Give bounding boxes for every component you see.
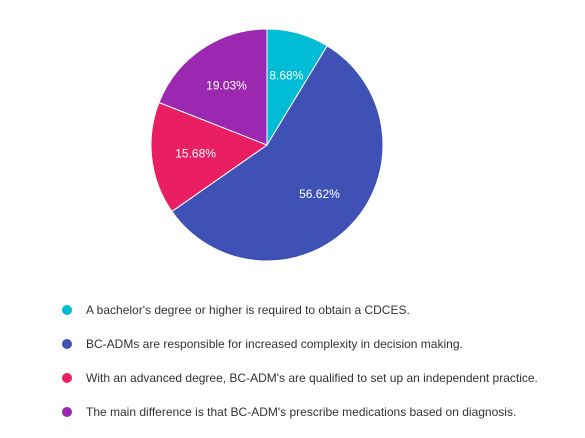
chart-legend: A bachelor's degree or higher is require…	[62, 302, 538, 438]
legend-item-1[interactable]: A bachelor's degree or higher is require…	[62, 302, 538, 318]
slice-value-label-2: 56.62%	[299, 187, 340, 201]
pie-chart: 8.68% 56.62% 15.68% 19.03%	[150, 28, 384, 262]
legend-swatch-1	[62, 305, 72, 315]
legend-swatch-4	[62, 407, 72, 417]
slice-value-label-4: 19.03%	[206, 79, 247, 93]
legend-item-2[interactable]: BC-ADMs are responsible for increased co…	[62, 336, 538, 352]
pie-slice-4[interactable]	[158, 28, 268, 146]
pie-slice-2[interactable]	[171, 45, 384, 262]
legend-label-2: BC-ADMs are responsible for increased co…	[86, 337, 463, 351]
legend-label-3: With an advanced degree, BC-ADM's are qu…	[86, 371, 538, 385]
legend-swatch-2	[62, 339, 72, 349]
slice-value-label-3: 15.68%	[175, 146, 216, 160]
legend-item-3[interactable]: With an advanced degree, BC-ADM's are qu…	[62, 370, 538, 386]
slice-value-label-1: 8.68%	[269, 69, 303, 83]
legend-swatch-3	[62, 373, 72, 383]
legend-label-1: A bachelor's degree or higher is require…	[86, 303, 410, 317]
pie-slice-3[interactable]	[150, 101, 269, 213]
legend-label-4: The main difference is that BC-ADM's pre…	[86, 405, 517, 419]
legend-item-4[interactable]: The main difference is that BC-ADM's pre…	[62, 404, 538, 420]
